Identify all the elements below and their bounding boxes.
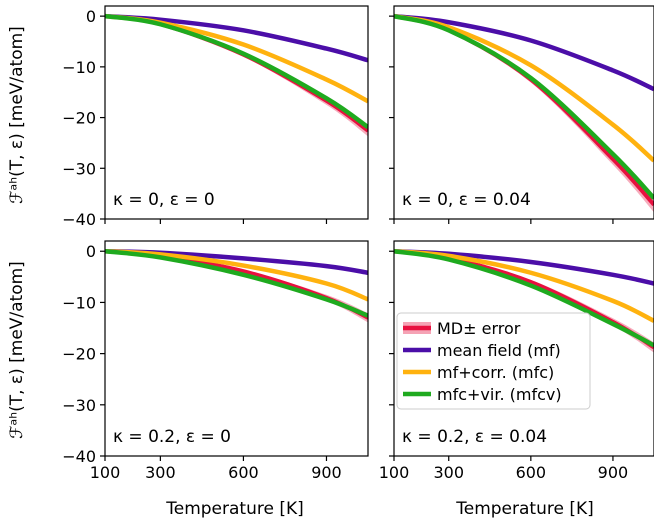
panels: 0 −10 −20 −30 −40 κ = 0, ε = 0 κ = 0, ε = 0.04…: [62, 5, 654, 482]
panel-frame: [393, 5, 654, 220]
panel-2: κ = 0, ε = 0.04: [389, 5, 654, 224]
panel-1: 0 −10 −20 −30 −40 κ = 0, ε = 0: [62, 5, 369, 229]
y-tick-label: 0: [86, 242, 96, 261]
x-tick-label: 300: [433, 463, 464, 482]
panel-frame: [104, 240, 369, 457]
legend: MD± error mean field (mf) mf+corr. (mfc) mf…: [396, 312, 591, 410]
y-axis-label-bottom: ℱᵃʰ(T, ε) [meV/atom]: [7, 261, 27, 439]
x-tick-label: 600: [228, 463, 259, 482]
x-tick-label: 100: [90, 463, 121, 482]
series-line-mfcv: [105, 13, 368, 130]
series-line-mfc: [394, 248, 654, 323]
series-line-md: [105, 14, 368, 133]
y-tick-label: −40: [62, 210, 96, 229]
plot-area: [394, 248, 654, 353]
panel-annotation: κ = 0.2, ε = 0.04: [402, 427, 547, 447]
y-tick-label: 0: [86, 7, 96, 26]
y-tick-label: −20: [62, 109, 96, 128]
series-line-mf: [394, 13, 654, 92]
y-tick-label: −10: [62, 58, 96, 77]
y-tick-label: −30: [62, 159, 96, 178]
y-axis-label-top: ℱᵃʰ(T, ε) [meV/atom]: [7, 26, 27, 204]
legend-box: [396, 312, 591, 410]
legend-entry: mfc+vir. (mfcv): [437, 385, 562, 404]
y-tick-label: −30: [62, 396, 96, 415]
series-line-mfcv: [394, 249, 654, 348]
y-tick-label: −10: [62, 293, 96, 312]
panel-4: 100 300 600 900 κ = 0.2, ε = 0.04: [379, 240, 654, 482]
md-error-band: [105, 16, 368, 137]
x-tick-label: 900: [311, 463, 342, 482]
x-tick-label: 300: [145, 463, 176, 482]
y-tick-label: −20: [62, 345, 96, 364]
x-tick-label: 900: [598, 463, 629, 482]
plot-area: [105, 248, 368, 323]
legend-entry: MD± error: [437, 319, 521, 338]
panel-frame: [104, 5, 369, 220]
x-tick-label: 600: [516, 463, 547, 482]
legend-entry: mf+corr. (mfc): [437, 363, 554, 382]
plot-area: [394, 13, 654, 213]
plot-area: [105, 13, 368, 137]
panel-annotation: κ = 0, ε = 0: [113, 190, 215, 210]
panel-annotation: κ = 0.2, ε = 0: [113, 427, 231, 447]
md-error-band: [394, 16, 654, 213]
series-line-mfcv: [394, 13, 654, 200]
x-axis-label-left: Temperature [K]: [165, 499, 304, 519]
x-axis-label-right: Temperature [K]: [455, 499, 594, 519]
x-tick-label: 100: [379, 463, 410, 482]
y-tick-label: −40: [62, 447, 96, 466]
md-error-band: [105, 251, 368, 323]
legend-entry: mean field (mf): [437, 341, 561, 360]
panel-frame: [393, 240, 654, 457]
series-line-md: [394, 14, 654, 207]
panel-annotation: κ = 0, ε = 0.04: [402, 190, 531, 210]
series-line-mfcv: [105, 249, 368, 318]
